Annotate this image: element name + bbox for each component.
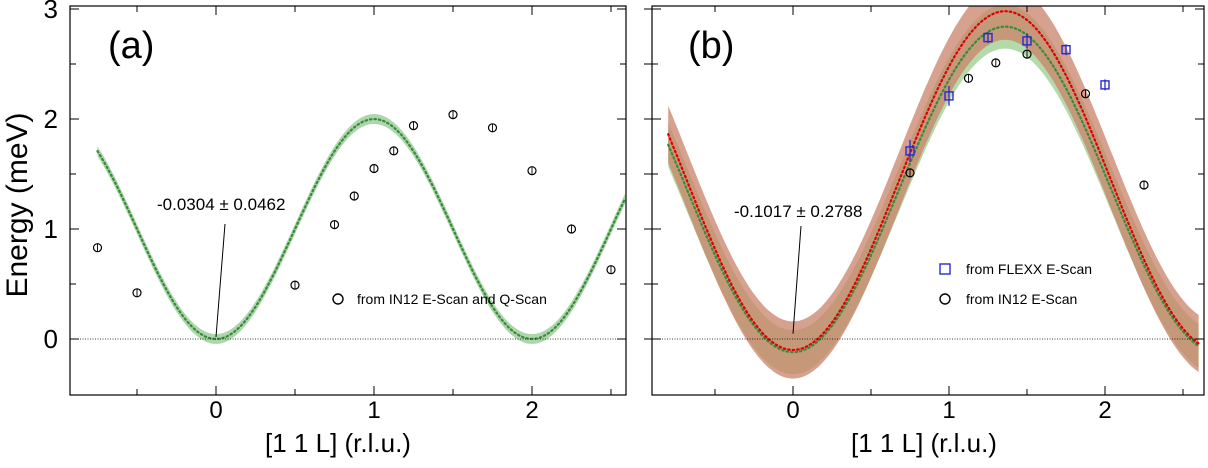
legend-marker-circle <box>939 293 951 305</box>
panel-a-legend-label: from IN12 E-Scan and Q-Scan <box>357 291 547 307</box>
plot-frame <box>651 5 1205 396</box>
fit-band <box>97 114 626 344</box>
panel-b-legend-label-in12: from IN12 E-Scan <box>966 291 1077 307</box>
fit-line <box>96 118 626 340</box>
panel-b-label: (b) <box>688 25 734 67</box>
x-tick-label: 0 <box>209 397 222 424</box>
annotation-pointer <box>215 223 226 338</box>
panel-b: 0 1 2 <box>644 5 1205 424</box>
panel-a-annotation: -0.0304 ± 0.0462 <box>157 195 285 214</box>
x-tick-label: 0 <box>786 397 799 424</box>
plot-frame <box>69 5 627 396</box>
x-tick-label: 2 <box>1098 397 1111 424</box>
plot-area <box>92 109 626 344</box>
annotation-pointer <box>792 225 802 334</box>
y-tick-label: 0 <box>44 324 58 354</box>
panel-a-x-axis-label: [1 1 L] (r.l.u.) <box>265 428 411 458</box>
panel-a-label: (a) <box>108 25 154 67</box>
fit-line <box>667 10 1200 352</box>
y-tick-label: 3 <box>44 0 58 24</box>
panel-b-x-axis-label: [1 1 L] (r.l.u.) <box>851 428 997 458</box>
data-point-square <box>1022 36 1032 46</box>
y-tick-label: 2 <box>44 104 58 134</box>
fit-band <box>668 6 1199 379</box>
panel-b-annotation: -0.1017 ± 0.2788 <box>734 202 862 221</box>
data-point-square <box>983 32 993 43</box>
data-point-square <box>944 91 954 101</box>
x-tick-label: 2 <box>525 397 538 424</box>
y-axis-label: Energy (meV) <box>1 112 34 297</box>
plot-area <box>667 6 1200 379</box>
x-tick-label: 1 <box>942 397 955 424</box>
data-point-square <box>1061 45 1071 55</box>
data-point-square <box>1100 80 1110 90</box>
panel-b-legend-label-flexx: from FLEXX E-Scan <box>966 261 1092 277</box>
legend-marker-circle <box>332 293 344 305</box>
legend-marker-square <box>939 263 951 275</box>
x-tick-label: 1 <box>367 397 380 424</box>
y-tick-label: 1 <box>44 214 58 244</box>
fit-line <box>667 25 1200 354</box>
data-point-square <box>905 146 915 156</box>
panel-a: 0 1 2 0 1 2 3 <box>44 0 627 424</box>
